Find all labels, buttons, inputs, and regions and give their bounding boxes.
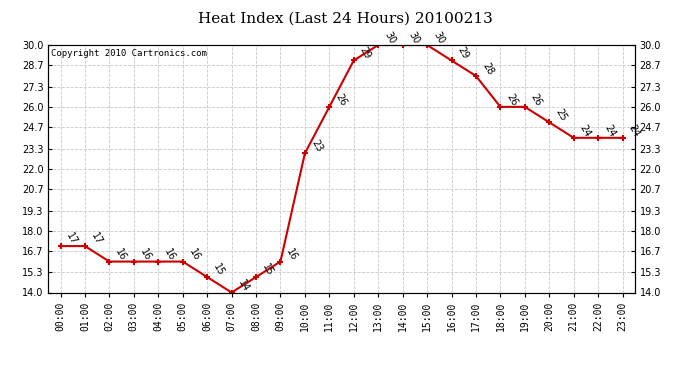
Text: 17: 17 bbox=[65, 231, 79, 247]
Text: 30: 30 bbox=[431, 30, 446, 46]
Text: 16: 16 bbox=[114, 247, 128, 262]
Text: 24: 24 bbox=[578, 123, 593, 138]
Text: Copyright 2010 Cartronics.com: Copyright 2010 Cartronics.com bbox=[51, 49, 207, 58]
Text: 14: 14 bbox=[236, 278, 250, 293]
Text: 29: 29 bbox=[358, 45, 373, 61]
Text: 25: 25 bbox=[553, 107, 569, 123]
Text: 15: 15 bbox=[211, 262, 226, 278]
Text: 17: 17 bbox=[89, 231, 104, 247]
Text: 16: 16 bbox=[284, 247, 299, 262]
Text: 30: 30 bbox=[407, 30, 422, 46]
Text: 28: 28 bbox=[480, 61, 495, 76]
Text: 16: 16 bbox=[162, 247, 177, 262]
Text: Heat Index (Last 24 Hours) 20100213: Heat Index (Last 24 Hours) 20100213 bbox=[197, 11, 493, 25]
Text: 23: 23 bbox=[309, 138, 324, 154]
Text: 26: 26 bbox=[504, 92, 520, 108]
Text: 30: 30 bbox=[382, 30, 397, 46]
Text: 29: 29 bbox=[455, 45, 471, 61]
Text: 15: 15 bbox=[260, 262, 275, 278]
Text: 16: 16 bbox=[138, 247, 152, 262]
Text: 26: 26 bbox=[529, 92, 544, 108]
Text: 16: 16 bbox=[187, 247, 201, 262]
Text: 24: 24 bbox=[627, 123, 642, 138]
Text: 26: 26 bbox=[333, 92, 348, 108]
Text: 24: 24 bbox=[602, 123, 617, 138]
